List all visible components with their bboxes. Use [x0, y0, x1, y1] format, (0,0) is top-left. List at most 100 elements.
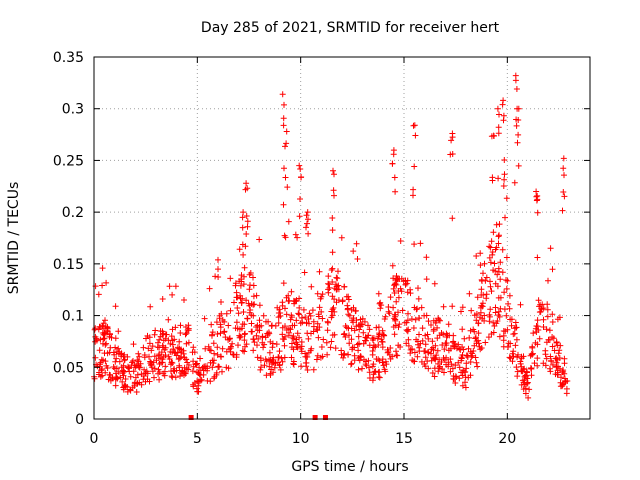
data-point — [328, 267, 335, 273]
data-point — [97, 359, 104, 366]
data-point — [170, 346, 177, 352]
data-point — [102, 358, 109, 365]
data-point — [330, 187, 337, 194]
data-point — [449, 134, 456, 141]
data-point — [423, 254, 430, 261]
data-point — [403, 327, 410, 334]
data-point — [519, 377, 526, 384]
data-point — [493, 244, 500, 251]
data-point — [533, 193, 540, 200]
data-point — [242, 186, 249, 193]
data-point — [303, 359, 310, 366]
data-point — [240, 209, 247, 216]
data-point — [313, 326, 320, 333]
data-point — [168, 368, 174, 375]
chart-title: Day 285 of 2021, SRMTID for receiver her… — [201, 20, 500, 36]
data-point — [185, 339, 192, 346]
data-point — [344, 306, 351, 313]
data-point — [477, 250, 484, 257]
data-point — [422, 354, 429, 361]
data-point — [105, 376, 112, 383]
data-point — [375, 290, 382, 297]
data-point — [500, 183, 507, 189]
data-point — [243, 231, 250, 237]
data-point — [458, 308, 464, 315]
data-point — [456, 364, 463, 371]
data-point — [335, 282, 342, 289]
data-point — [339, 298, 346, 305]
data-point — [392, 311, 399, 318]
data-point — [181, 372, 187, 379]
data-point — [495, 308, 502, 315]
data-point — [517, 301, 524, 308]
data-point — [281, 101, 287, 108]
data-point — [391, 174, 398, 181]
data-point — [209, 364, 216, 371]
data-point — [397, 344, 404, 350]
data-point — [447, 356, 454, 363]
data-point — [323, 339, 330, 346]
data-point — [169, 291, 176, 298]
data-point — [210, 360, 217, 367]
data-point — [522, 390, 529, 397]
data-point — [92, 354, 99, 361]
data-point — [520, 366, 527, 373]
data-point — [515, 117, 522, 123]
data-point — [560, 165, 567, 172]
data-point — [113, 375, 119, 382]
data-point — [357, 316, 364, 323]
data-point — [345, 351, 351, 358]
data-point — [549, 361, 556, 368]
data-point — [394, 352, 401, 359]
data-point — [503, 285, 510, 292]
data-point — [441, 346, 448, 353]
data-point — [563, 390, 570, 397]
data-point — [241, 337, 248, 344]
data-point — [177, 322, 184, 329]
data-point — [425, 318, 432, 325]
data-point — [146, 353, 152, 360]
data-point — [177, 330, 184, 336]
data-point — [195, 370, 202, 376]
data-point — [125, 364, 131, 371]
data-point — [523, 368, 530, 375]
data-point — [348, 360, 355, 367]
data-point — [269, 322, 275, 329]
data-point — [134, 357, 141, 363]
data-point — [279, 358, 286, 365]
data-point — [331, 192, 337, 199]
data-point — [478, 292, 485, 298]
data-point — [529, 343, 536, 350]
data-point — [180, 347, 187, 354]
data-point — [354, 256, 361, 262]
data-point — [460, 346, 467, 353]
data-point — [173, 352, 180, 359]
data-point — [503, 195, 510, 202]
data-point — [215, 266, 221, 273]
data-point — [281, 354, 288, 361]
data-point — [250, 347, 257, 354]
data-point — [431, 373, 438, 380]
data-point — [108, 334, 115, 341]
data-point — [198, 376, 205, 383]
data-point — [111, 365, 118, 372]
data-point — [146, 334, 153, 341]
data-point — [324, 327, 331, 334]
data-point — [221, 329, 228, 336]
data-point — [345, 311, 352, 318]
data-point — [508, 316, 515, 323]
data-point — [397, 285, 404, 292]
data-point — [425, 349, 431, 356]
data-point — [156, 336, 163, 343]
data-point — [487, 259, 494, 266]
data-point — [100, 340, 106, 347]
data-point — [445, 321, 452, 328]
data-point — [151, 365, 158, 372]
data-point — [403, 280, 410, 287]
data-point — [162, 363, 169, 370]
data-point — [403, 319, 410, 326]
data-point — [361, 318, 368, 325]
data-point — [189, 349, 196, 356]
data-point — [462, 384, 469, 391]
data-point — [333, 299, 340, 306]
